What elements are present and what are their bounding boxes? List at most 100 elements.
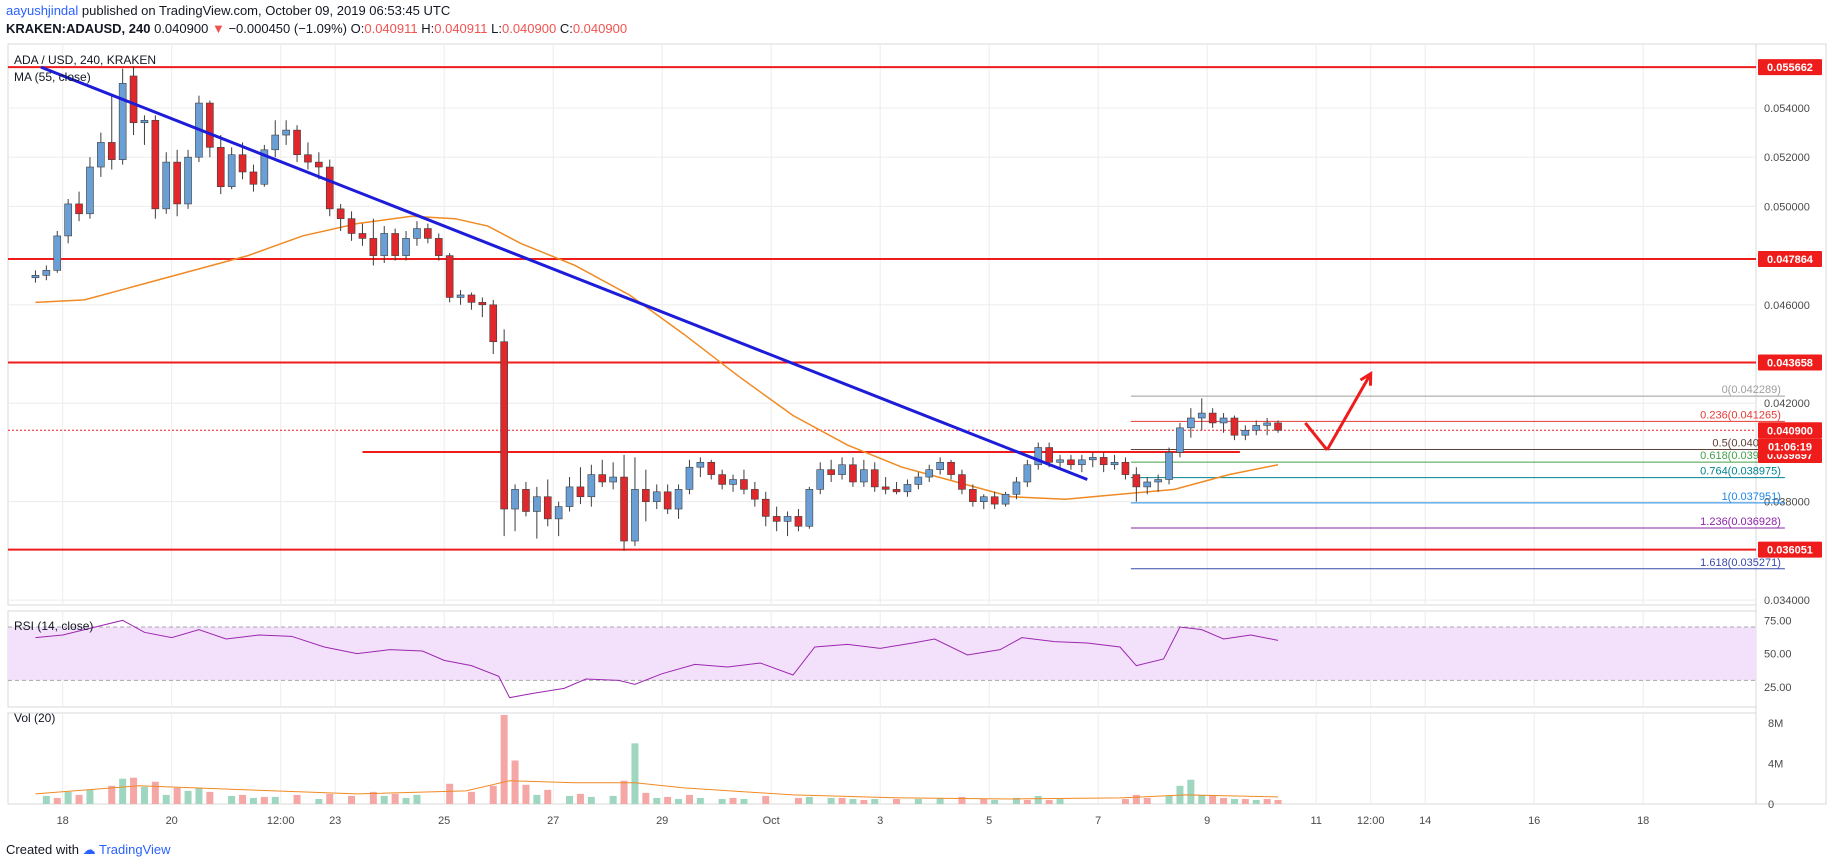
volume-bar-up [1187, 779, 1195, 804]
volume-bar-up [991, 799, 999, 804]
x-axis-tick-label: 9 [1204, 815, 1210, 827]
candle-down [293, 129, 301, 156]
candle-down [598, 474, 607, 483]
volume-bar-down [1209, 795, 1217, 804]
volume-bar-down [729, 797, 737, 804]
volume-bar-down [260, 796, 268, 804]
volume-bar-down [1143, 797, 1151, 804]
candle-down [827, 469, 835, 475]
price-axis-badge-label: 0.055662 [1767, 62, 1813, 74]
volume-bar-up [1034, 795, 1042, 804]
created-with-text: Created with [6, 842, 79, 857]
footer: Created with ☁ TradingView [6, 842, 171, 858]
candle-up [1110, 461, 1119, 466]
candle-down [173, 161, 181, 205]
candle-down [478, 302, 487, 306]
volume-bar-down [980, 798, 988, 804]
volume-bar-up [1012, 797, 1020, 804]
candle-up [816, 469, 825, 490]
y-axis-tick-label: 0.038000 [1764, 497, 1810, 509]
candle-up [1176, 427, 1184, 453]
volume-bar-up [533, 794, 541, 804]
tradingview-logo-icon[interactable]: ☁ [82, 842, 96, 857]
candle-up [674, 489, 683, 510]
x-axis-tick-label: 27 [547, 815, 559, 827]
candle-up [903, 484, 912, 493]
candle-down [358, 233, 367, 239]
volume-bar-down [522, 784, 530, 804]
volume-bar-up [1252, 799, 1260, 804]
candle-up [1197, 412, 1206, 419]
volume-bar-up [675, 798, 683, 804]
candle-down [315, 161, 323, 168]
rsi-title: RSI (14, close) [14, 619, 93, 633]
candle-up [42, 270, 51, 276]
price-axis-badge-label: 0.047864 [1767, 254, 1814, 266]
price-axis-badge [1758, 541, 1822, 558]
candle-down [642, 489, 650, 502]
x-axis-tick-label: 16 [1528, 815, 1540, 827]
candle-up [805, 489, 814, 527]
volume-bar-down [1023, 799, 1031, 804]
volume-bar-up [249, 797, 257, 804]
volume-bar-down [130, 777, 138, 804]
volume-bar-down [1274, 799, 1282, 804]
candle-down [1099, 457, 1108, 466]
volume-bar-down [489, 785, 497, 804]
x-axis-tick-label: 14 [1419, 815, 1431, 827]
volume-bar-down [1132, 794, 1140, 804]
candle-up [685, 466, 694, 490]
candle-down [947, 461, 955, 475]
candle-down [761, 498, 770, 517]
volume-bar-up [653, 797, 661, 804]
candle-down [772, 516, 781, 522]
candle-up [1263, 422, 1271, 426]
low-value: 0.040900 [501, 21, 557, 36]
candle-down [718, 474, 726, 485]
volume-bar-down [794, 797, 802, 804]
y-axis-tick-label: 0.054000 [1764, 103, 1810, 115]
volume-bar-up [805, 796, 813, 804]
fib-level-label: 0.764(0.038975) [1700, 466, 1781, 478]
x-axis-tick-label: 3 [877, 815, 883, 827]
candle-down [216, 147, 225, 188]
volume-bar-down [500, 715, 508, 804]
high-value: 0.040911 [434, 21, 488, 36]
tradingview-link[interactable]: TradingView [99, 842, 171, 857]
candle-up [565, 486, 574, 507]
candle-down [445, 255, 454, 298]
price-pane [7, 43, 1757, 606]
price-axis-badge-label: 0.036051 [1767, 545, 1813, 557]
candle-down [1274, 422, 1282, 431]
x-axis-tick-label: Oct [763, 815, 780, 827]
volume-bar-up [380, 795, 388, 804]
x-axis-tick-label: 12:00 [1357, 815, 1385, 827]
volume-bar-down [75, 794, 83, 804]
candle-up [914, 476, 923, 485]
candle-up [140, 119, 149, 124]
volume-bar-up [315, 798, 323, 804]
author-link[interactable]: aayushjindal [6, 3, 79, 18]
volume-bar-up [162, 794, 170, 804]
candle-up [729, 479, 737, 485]
candle-down [434, 238, 443, 256]
candle-up [554, 506, 563, 520]
volume-bar-up [119, 778, 127, 804]
y-axis-tick-label: 0.042000 [1764, 398, 1810, 410]
volume-bar-up [631, 743, 639, 804]
open-value: 0.040911 [364, 21, 418, 36]
candle-down [249, 171, 258, 185]
candle-up [696, 461, 705, 468]
close-value: 0.040900 [572, 21, 628, 36]
rsi-line [35, 619, 1279, 699]
candle-up [1187, 417, 1195, 429]
volume-bar-down [762, 795, 770, 804]
candle-down [325, 166, 334, 210]
candle-up [652, 491, 661, 502]
price-change: −0.000450 (−1.09%) [228, 21, 347, 36]
candle-down [881, 486, 890, 490]
last-price: 0.040900 [154, 21, 209, 36]
candle-down [336, 208, 345, 219]
candle-up [1034, 447, 1043, 466]
